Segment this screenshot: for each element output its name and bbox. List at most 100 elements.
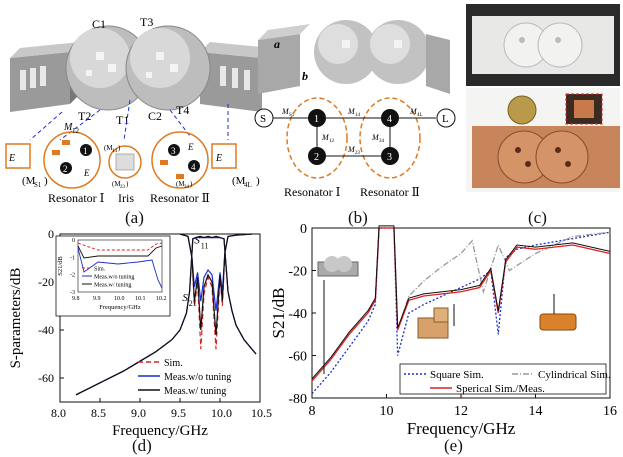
inset-y-tick-label-d: -3 (70, 290, 75, 296)
detail-iris: (M 14 ) (M 23 ) (104, 144, 142, 190)
y-tick-label-d: 0 (48, 228, 54, 241)
inset-x-tick-label-d: 9.9 (93, 296, 101, 302)
plot-frame-d (59, 233, 261, 403)
svg-text:14: 14 (355, 113, 361, 118)
legend-label-d: Sim. (164, 358, 183, 369)
legend-label-e: Cylindrical Sim. (538, 369, 611, 381)
y-tick-label-d: -40 (38, 323, 54, 337)
x-axis-label-d: Frequency/GHz (112, 423, 208, 439)
inset-x-label-d: Frequency/GHz (99, 304, 141, 311)
label-c2: C2 (148, 109, 162, 123)
annotation-s-d: S (194, 235, 200, 247)
x-tick-label-e: 16 (603, 404, 617, 419)
svg-text:2: 2 (63, 164, 68, 174)
detail-ms1: E (M S1 ) (5, 143, 48, 189)
svg-text:(M: (M (104, 144, 113, 152)
inset-y-label-d: S21/dB (57, 256, 64, 276)
right-waveguide (200, 42, 272, 112)
structure-spherical-icon (324, 256, 340, 272)
svg-text:M: M (371, 133, 380, 142)
x-tick-label-d: 10.5 (251, 406, 272, 420)
svg-text:S: S (260, 113, 266, 125)
y-axis-label-d: S-parameters/dB (8, 268, 24, 369)
svg-text:1: 1 (314, 114, 319, 125)
dim-a: a (274, 37, 280, 51)
svg-text:(M: (M (176, 180, 185, 188)
svg-text:M: M (281, 107, 290, 116)
series-line-e (311, 227, 611, 395)
x-tick-label-e: 10 (380, 404, 394, 419)
y-tick-label-d: -20 (38, 275, 54, 289)
svg-text:E: E (83, 168, 90, 178)
detail-resonator1: M 12 1 2 E (43, 122, 101, 189)
caption-a: (a) (125, 208, 144, 227)
label-c1: C1 (92, 17, 106, 31)
svg-text:): ) (190, 180, 193, 188)
svg-text:12: 12 (329, 139, 335, 144)
detail-m4l: E (M 4L ) (211, 143, 260, 189)
svg-text:): ) (118, 144, 121, 152)
svg-text:12: 12 (72, 127, 80, 135)
series-line-e (311, 227, 611, 382)
svg-text:(M: (M (22, 175, 36, 187)
inset-x-tick-label-d: 9.8 (72, 296, 80, 302)
caption-d: (d) (132, 436, 152, 455)
x-tick-label-d: 9.0 (131, 406, 146, 420)
legend-label-e: Sperical Sim./Meas. (456, 383, 545, 395)
svg-text:M: M (409, 107, 418, 116)
series-line-d (179, 233, 253, 335)
structure-spherical-icon (336, 256, 352, 272)
coupling-topology: S L 1 2 3 4 M S1 M 14 M 4L M 12 M 34 M 23 (254, 97, 456, 179)
caption-e: (e) (444, 436, 463, 455)
y-axis-label-e: S21/dB (272, 287, 288, 338)
label-iris: Iris (118, 191, 134, 205)
inset-legend-label-d: Meas.w/ tuning (94, 283, 131, 289)
svg-text:4L: 4L (244, 181, 252, 189)
x-tick-label-d: 8.5 (91, 406, 106, 420)
y-tick-label-d: -60 (38, 371, 54, 385)
inset-x-tick-label-d: 10.0 (114, 296, 125, 302)
y-tick-label-e: -60 (288, 350, 307, 365)
svg-text:4L: 4L (417, 113, 423, 118)
svg-text:1: 1 (83, 146, 88, 156)
chart-d: 8.0 8.5 9.0 9.5 10.0 10.50-20-40-60Frequency/… (8, 228, 272, 439)
svg-text:2: 2 (314, 152, 319, 163)
structure-square-icon (417, 317, 449, 339)
inset-legend-label-d: Meas.w/o tuning (94, 275, 134, 281)
waveguide-3d (258, 20, 450, 94)
inset-y-tick-label-d: 0 (72, 238, 75, 244)
svg-text:3: 3 (387, 152, 392, 163)
inset-line-d (77, 245, 163, 259)
inset-legend-label-d: Sim. (94, 267, 106, 273)
inset-line-d (77, 247, 163, 289)
x-tick-label-e: 8 (309, 404, 316, 419)
svg-text:4: 4 (191, 162, 196, 172)
panel-a-diagram: C1 T3 T2 T1 C2 T4 E (M S1 ) M 12 1 2 E (… (5, 15, 272, 205)
svg-text:): ) (256, 175, 260, 187)
svg-text:(M: (M (232, 175, 246, 187)
legend-label-d: Meas.w/ tuning (164, 386, 226, 397)
inset-structures-e (317, 256, 577, 374)
label-t4: T4 (176, 103, 189, 117)
series-line-e-meas (311, 225, 611, 380)
inset-y-tick-label-d: -2 (70, 273, 75, 279)
y-tick-label-e: -80 (288, 392, 307, 407)
svg-text:S1: S1 (34, 181, 42, 189)
legend-label-e: Square Sim. (430, 369, 484, 381)
series-line-d (75, 235, 257, 396)
y-tick-label-e: -40 (288, 307, 307, 322)
series-line-e (311, 227, 611, 382)
x-tick-label-d: 9.5 (171, 406, 186, 420)
x-tick-label-d: 10.0 (211, 406, 232, 420)
annotation-s-d: S (182, 292, 188, 304)
panel-c-photos (466, 4, 620, 192)
callout-lines (29, 99, 229, 141)
svg-text:(M: (M (112, 180, 121, 188)
svg-text:M: M (321, 133, 330, 142)
svg-text:34: 34 (184, 185, 190, 190)
svg-text:14: 14 (112, 149, 118, 154)
svg-text:E: E (215, 153, 222, 164)
label-t3: T3 (140, 15, 153, 29)
inset-frame-d (55, 235, 171, 317)
x-tick-label-e: 12 (454, 404, 468, 419)
